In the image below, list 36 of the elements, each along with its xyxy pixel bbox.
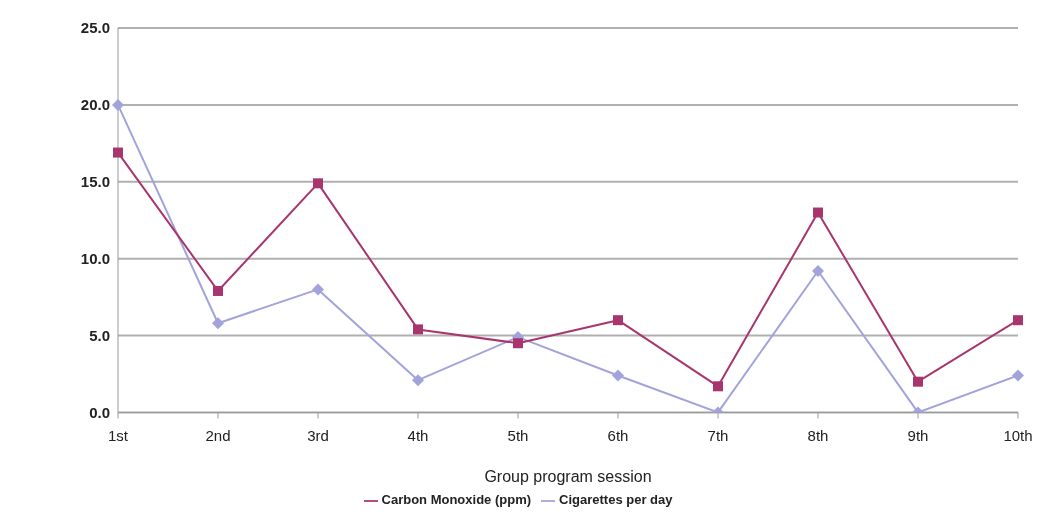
point: [112, 98, 124, 111]
y-tick-label: 25.0: [80, 19, 110, 37]
y-tick-label: 20.0: [80, 96, 110, 114]
legend-label: Cigarettes per day: [559, 492, 673, 508]
point: [813, 207, 823, 218]
point: [913, 376, 923, 387]
x-tick-label: 8th: [807, 427, 829, 445]
point: [613, 315, 623, 326]
point: [1013, 315, 1023, 326]
point: [1012, 369, 1024, 382]
x-tick-label: 2nd: [205, 427, 231, 445]
point: [713, 381, 723, 392]
point: [313, 178, 323, 189]
y-tick-label: 10.0: [80, 249, 110, 267]
point: [113, 147, 123, 158]
x-tick-label: 9th: [907, 427, 929, 445]
x-tick-label: 6th: [607, 427, 629, 445]
x-axis-title: Group program session: [484, 468, 652, 486]
point: [513, 338, 523, 349]
point: [412, 374, 424, 387]
point: [812, 264, 824, 277]
y-tick-label: 5.0: [89, 326, 110, 344]
point: [612, 369, 624, 382]
x-tick-label: 1st: [107, 427, 129, 445]
legend-label: Carbon Monoxide (ppm): [381, 492, 532, 508]
x-tick-label: 5th: [507, 427, 529, 445]
y-tick-label: 0.0: [89, 403, 110, 421]
point: [413, 324, 423, 335]
point: [312, 283, 324, 296]
y-tick-label: 15.0: [80, 173, 110, 191]
x-tick-label: 10th: [1003, 427, 1033, 445]
point: [212, 317, 224, 330]
point: [213, 285, 223, 296]
x-tick-label: 4th: [407, 427, 429, 445]
x-tick-label: 7th: [707, 427, 729, 445]
x-tick-label: 3rd: [307, 427, 329, 445]
